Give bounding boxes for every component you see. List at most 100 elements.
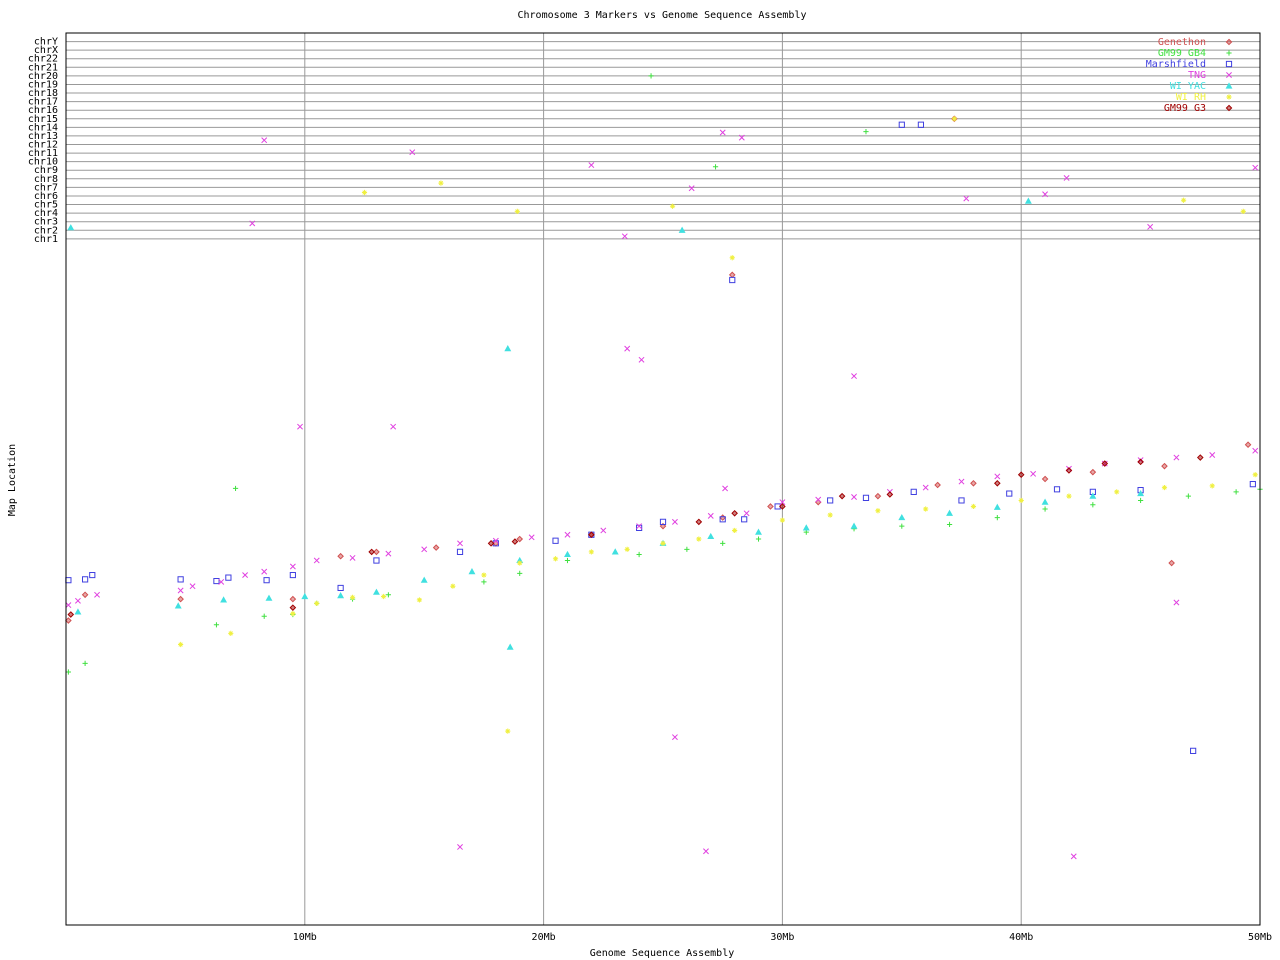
point [1252, 164, 1259, 171]
y-tick-label: chr11 [28, 148, 58, 159]
point [468, 568, 476, 575]
x-tick-label: 10Mb [293, 932, 317, 943]
point [511, 538, 519, 545]
point [232, 485, 239, 492]
point [1138, 497, 1144, 504]
point [421, 546, 428, 553]
y-axis-label: Map Location [7, 444, 18, 516]
point [910, 488, 917, 495]
point [720, 540, 726, 546]
point [65, 617, 72, 624]
point [301, 592, 309, 600]
point [923, 506, 929, 512]
y-tick-label: chr20 [28, 71, 58, 82]
point [373, 557, 380, 564]
point [552, 537, 559, 544]
point [450, 583, 456, 589]
point [313, 557, 320, 564]
point [755, 536, 762, 542]
point [898, 513, 906, 521]
point [94, 591, 100, 598]
point [755, 528, 762, 535]
point [1017, 471, 1025, 479]
point [263, 577, 270, 584]
point [385, 550, 392, 557]
point [946, 509, 954, 516]
y-tick-label: chr19 [28, 79, 58, 90]
point [409, 149, 416, 156]
point [731, 510, 738, 517]
point [696, 536, 702, 542]
point [517, 570, 523, 576]
y-tick-label: chr10 [28, 157, 58, 168]
point [684, 546, 690, 552]
point [481, 572, 487, 578]
legend-marker [1226, 94, 1232, 100]
point [1018, 497, 1024, 504]
point [265, 594, 273, 601]
y-tick-label: chr7 [34, 182, 58, 193]
point [958, 497, 965, 504]
y-tick-label: chr12 [28, 140, 58, 151]
y-tick-label: chr8 [34, 174, 58, 185]
legend-marker [1226, 50, 1232, 56]
y-tick-label: chr14 [28, 122, 58, 133]
point [349, 594, 356, 600]
point [588, 531, 595, 539]
point [1209, 483, 1215, 489]
point [695, 518, 703, 526]
point [1114, 489, 1120, 495]
legend-marker [1226, 72, 1232, 78]
point [420, 576, 428, 583]
point [82, 660, 88, 667]
x-tick-label: 30Mb [770, 932, 794, 943]
point [732, 527, 738, 534]
point [827, 512, 833, 518]
point [588, 549, 594, 555]
point [638, 356, 645, 363]
point [481, 579, 487, 585]
point [886, 491, 894, 498]
point [671, 518, 678, 525]
point [1137, 489, 1145, 497]
point [82, 576, 89, 583]
point [738, 134, 745, 141]
point [850, 522, 858, 529]
point [779, 517, 785, 523]
point [719, 129, 726, 136]
plot-frame [65, 32, 1261, 926]
x-tick-label: 50Mb [1248, 932, 1272, 943]
point [1089, 492, 1097, 499]
point [492, 537, 499, 544]
point [1089, 468, 1097, 476]
legend-label: TNG [1188, 70, 1206, 81]
point [1070, 853, 1077, 860]
point [767, 503, 774, 510]
legend-marker [1225, 104, 1233, 112]
point [1089, 488, 1096, 495]
legend-marker [1225, 38, 1233, 46]
point [994, 514, 1000, 521]
point [722, 485, 729, 492]
point [261, 137, 268, 144]
point [688, 185, 695, 192]
point [624, 546, 630, 552]
point [611, 548, 619, 555]
point [970, 503, 977, 510]
y-tick-label: chr1 [34, 234, 58, 245]
legend-label: GM99 G3 [1164, 103, 1206, 114]
point [242, 572, 249, 579]
point [65, 669, 71, 675]
point [337, 592, 345, 599]
y-tick-label: chr16 [28, 105, 58, 116]
point [438, 180, 444, 186]
legend-label: WI YAC [1170, 81, 1206, 92]
point [1041, 498, 1049, 505]
point [65, 602, 72, 609]
point [970, 479, 977, 487]
point [707, 532, 715, 540]
point [505, 728, 511, 734]
y-tick-label: chr18 [28, 88, 58, 99]
